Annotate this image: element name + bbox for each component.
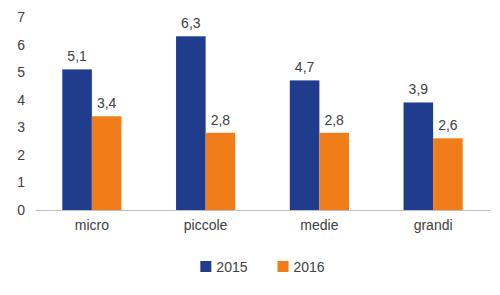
- tick: piccole: [184, 217, 228, 233]
- tick: 0: [17, 202, 35, 218]
- bar: [176, 36, 206, 210]
- tick-label: medie: [300, 217, 338, 233]
- bar: [206, 133, 236, 210]
- tick-label: piccole: [184, 217, 228, 233]
- tick-label: 5: [17, 64, 25, 80]
- data-label: 3,4: [97, 95, 117, 111]
- tick-label: 7: [17, 9, 25, 25]
- tick: 7: [17, 9, 35, 25]
- tick-label: 3: [17, 119, 25, 135]
- tick: 4: [17, 92, 35, 108]
- data-label: 6,3: [181, 15, 201, 31]
- bar: [404, 102, 434, 210]
- legend-label: 2016: [294, 259, 325, 275]
- axis-line: [35, 18, 36, 211]
- bar: [62, 69, 92, 210]
- tick: 6: [17, 37, 35, 53]
- legend-label: 2015: [216, 259, 247, 275]
- bars: [62, 36, 462, 210]
- data-label: 2,8: [211, 112, 231, 128]
- data-label: 2,6: [438, 117, 458, 133]
- tick: 5: [17, 64, 35, 80]
- legend-swatch: [278, 261, 289, 272]
- tick: 1: [17, 174, 35, 190]
- legend-swatch: [200, 261, 211, 272]
- data-labels: 5,1 6,3 4,7 3,9 3,4 2,8 2,8 2,6: [67, 15, 458, 133]
- x-axis: micro piccole medie grandi: [36, 211, 491, 233]
- tick: 2: [17, 147, 35, 163]
- data-label: 4,7: [295, 59, 315, 75]
- bar: [290, 80, 320, 210]
- tick: micro: [75, 217, 109, 233]
- data-label: 3,9: [409, 81, 429, 97]
- tick-label: grandi: [414, 217, 453, 233]
- bar: [319, 133, 349, 210]
- tick-label: 0: [17, 202, 25, 218]
- data-label: 2,8: [324, 112, 344, 128]
- tick: 3: [17, 119, 35, 135]
- legend-item: 2015: [200, 259, 247, 275]
- tick-label: 1: [17, 174, 25, 190]
- plot: 0 1 2 3 4 5 6 7 micro piccole medie grandi 5,1 6,3 4,7…: [17, 9, 490, 233]
- tick-label: 2: [17, 147, 25, 163]
- data-label: 5,1: [67, 48, 87, 64]
- tick-label: 4: [17, 92, 25, 108]
- tick: grandi: [414, 217, 453, 233]
- tick-label: 6: [17, 37, 25, 53]
- axis-line: [36, 210, 491, 211]
- chart: 0 1 2 3 4 5 6 7 micro piccole medie grandi 5,1 6,3 4,7…: [0, 0, 500, 295]
- bar: [433, 138, 463, 210]
- legend: 2015 2016: [200, 259, 325, 275]
- y-axis: 0 1 2 3 4 5 6 7: [17, 9, 35, 218]
- tick-label: micro: [75, 217, 109, 233]
- tick: medie: [300, 217, 338, 233]
- bar: [92, 116, 122, 210]
- legend-item: 2016: [278, 259, 325, 275]
